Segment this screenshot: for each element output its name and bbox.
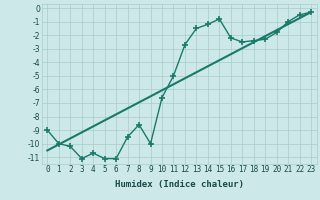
X-axis label: Humidex (Indice chaleur): Humidex (Indice chaleur) xyxy=(115,180,244,189)
